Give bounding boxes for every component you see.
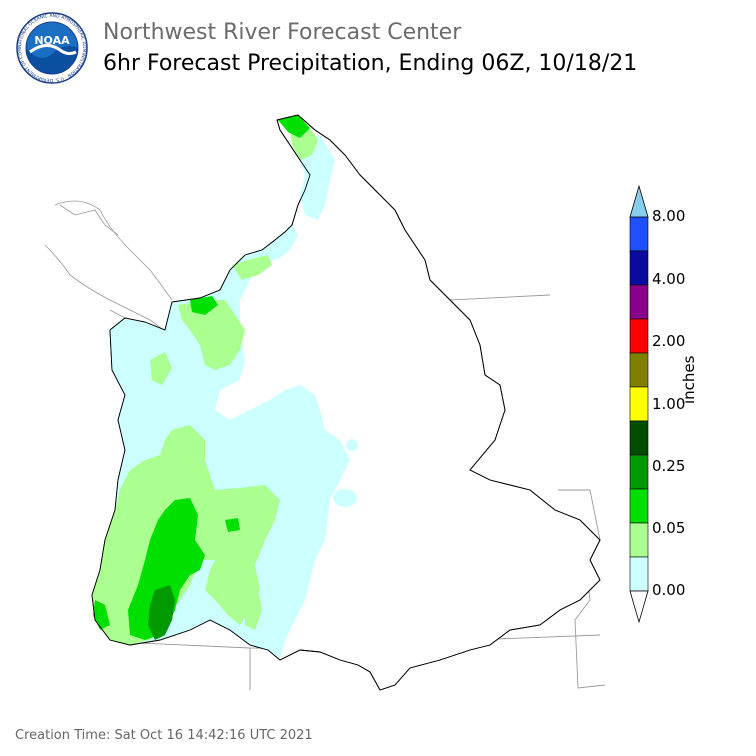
legend-color-block [629, 454, 649, 490]
legend-color-block [629, 318, 649, 354]
legend-color-block [629, 250, 649, 286]
legend-color-block [629, 488, 649, 524]
legend-label-025: 0.25 [652, 457, 686, 475]
legend-bottom-arrow [629, 590, 649, 624]
legend-label-0: 0.00 [652, 581, 686, 599]
legend-color-block [629, 216, 649, 252]
legend-label-2: 2.00 [652, 332, 686, 350]
legend-color-block [629, 284, 649, 320]
page-subtitle: 6hr Forecast Precipitation, Ending 06Z, … [103, 51, 638, 76]
creation-time: Creation Time: Sat Oct 16 14:42:16 UTC 2… [15, 728, 313, 743]
legend-color-block [629, 556, 649, 592]
legend-label-4: 4.00 [652, 270, 686, 288]
legend-unit-label: inches [680, 355, 698, 404]
legend-color-block [629, 352, 649, 388]
precip-dark-green [148, 585, 175, 640]
legend-label-1: 1.00 [652, 395, 686, 413]
page-title: Northwest River Forecast Center [103, 20, 462, 45]
precip-green [93, 115, 310, 640]
legend-color-block [629, 522, 649, 558]
legend-label-005: 0.05 [652, 519, 686, 537]
precipitation-map [44, 114, 606, 691]
legend-color-block [629, 420, 649, 456]
basin-boundary-outline [91, 114, 601, 691]
legend-top-arrow [629, 184, 649, 218]
legend-colorbar [629, 184, 649, 624]
noaa-logo: NOAA NATIONAL OCEANIC AND ATMOSPHERIC AD… [16, 12, 88, 84]
legend-color-block [629, 386, 649, 422]
noaa-logo-text: NOAA [34, 34, 70, 47]
legend-label-8: 8.00 [652, 207, 686, 225]
legend-color-blocks [629, 216, 649, 592]
